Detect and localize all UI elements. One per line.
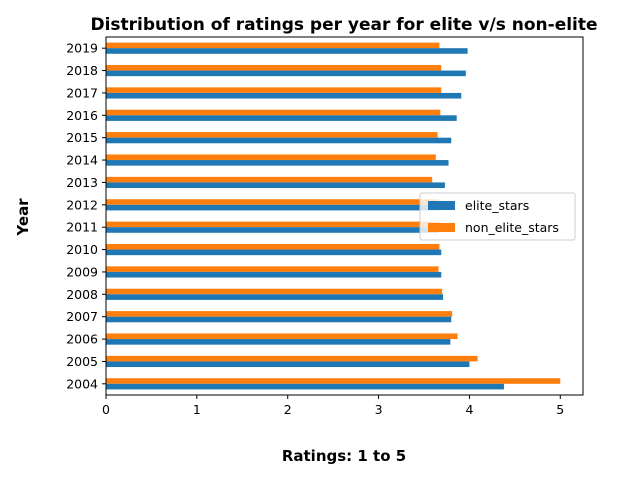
bar-non-elite-2015 (106, 132, 438, 138)
bar-non-elite-2016 (106, 109, 441, 116)
legend-label-non-elite: non_elite_stars (465, 220, 559, 235)
y-axis-ticks: 2004 2005 2006 2007 2008 2009 2010 2011 2012 2013… (66, 41, 106, 391)
bar-elite-2013 (106, 182, 445, 189)
x-axis-ticks: 0 1 2 3 4 5 (102, 395, 564, 417)
bar-non-elite-2012 (106, 199, 439, 205)
plot-frame (105, 36, 584, 396)
y-tick-label: 2013 (66, 175, 98, 190)
y-tick-label: 2006 (66, 332, 98, 347)
bar-elite-2011 (106, 227, 439, 233)
bar-non-elite-2006 (106, 333, 458, 340)
x-tick-label: 5 (556, 402, 564, 417)
x-tick-label: 0 (102, 402, 110, 417)
y-tick-label: 2015 (66, 130, 98, 145)
bar-elite-2012 (106, 204, 442, 211)
y-tick-label: 2014 (66, 153, 98, 168)
y-tick-label: 2010 (66, 242, 98, 257)
x-tick-label: 1 (193, 402, 201, 417)
bar-elite-2010 (106, 249, 442, 256)
y-tick-label: 2019 (66, 41, 98, 56)
bar-elite-2015 (106, 137, 452, 144)
chart-title: Distribution of ratings per year for eli… (90, 15, 597, 35)
bar-elite-2014 (106, 160, 449, 166)
bar-non-elite-2018 (106, 64, 442, 71)
legend-swatch-elite (428, 201, 455, 210)
legend: elite_stars non_elite_stars (419, 192, 576, 241)
y-tick-label: 2018 (66, 63, 98, 78)
bar-non-elite-2019 (106, 42, 440, 49)
y-tick-label: 2007 (66, 309, 98, 324)
legend-swatch-non-elite (428, 223, 455, 232)
legend-box (419, 192, 576, 241)
y-tick-label: 2005 (66, 354, 98, 369)
bar-non-elite-2013 (106, 176, 433, 183)
y-tick-label: 2009 (66, 264, 98, 279)
bar-non-elite-2009 (106, 266, 439, 272)
y-tick-label: 2011 (66, 220, 98, 235)
bar-elite-2018 (106, 70, 466, 77)
bar-elite-2006 (106, 339, 451, 345)
bar-non-elite-2017 (106, 87, 442, 93)
y-tick-label: 2016 (66, 108, 98, 123)
bar-elite-2008 (106, 294, 444, 300)
bar-non-elite-2011 (106, 221, 441, 228)
y-tick-label: 2012 (66, 197, 98, 212)
bar-non-elite-2008 (106, 288, 443, 295)
bar-non-elite-2010 (106, 243, 440, 250)
bar-elite-2016 (106, 115, 457, 121)
bar-non-elite-2014 (106, 154, 436, 161)
bar-non-elite-2007 (106, 311, 453, 317)
bar-elite-2005 (106, 361, 470, 368)
bar-non-elite-2005 (106, 355, 478, 362)
x-axis-label: Ratings: 1 to 5 (282, 447, 406, 465)
bar-elite-2019 (106, 48, 468, 54)
bar-non-elite-2004 (106, 378, 561, 384)
bar-elite-2017 (106, 92, 462, 99)
y-tick-label: 2017 (66, 85, 98, 100)
bar-elite-2007 (106, 316, 452, 323)
y-tick-label: 2008 (66, 287, 98, 302)
y-tick-label: 2004 (66, 376, 98, 391)
x-tick-label: 3 (375, 402, 383, 417)
x-tick-label: 4 (465, 402, 473, 417)
legend-label-elite: elite_stars (465, 198, 529, 213)
bar-elite-2009 (106, 271, 442, 278)
x-tick-label: 2 (284, 402, 292, 417)
bar-elite-2004 (106, 383, 504, 390)
bars-group (106, 42, 561, 390)
y-axis-label: Year (14, 198, 32, 237)
